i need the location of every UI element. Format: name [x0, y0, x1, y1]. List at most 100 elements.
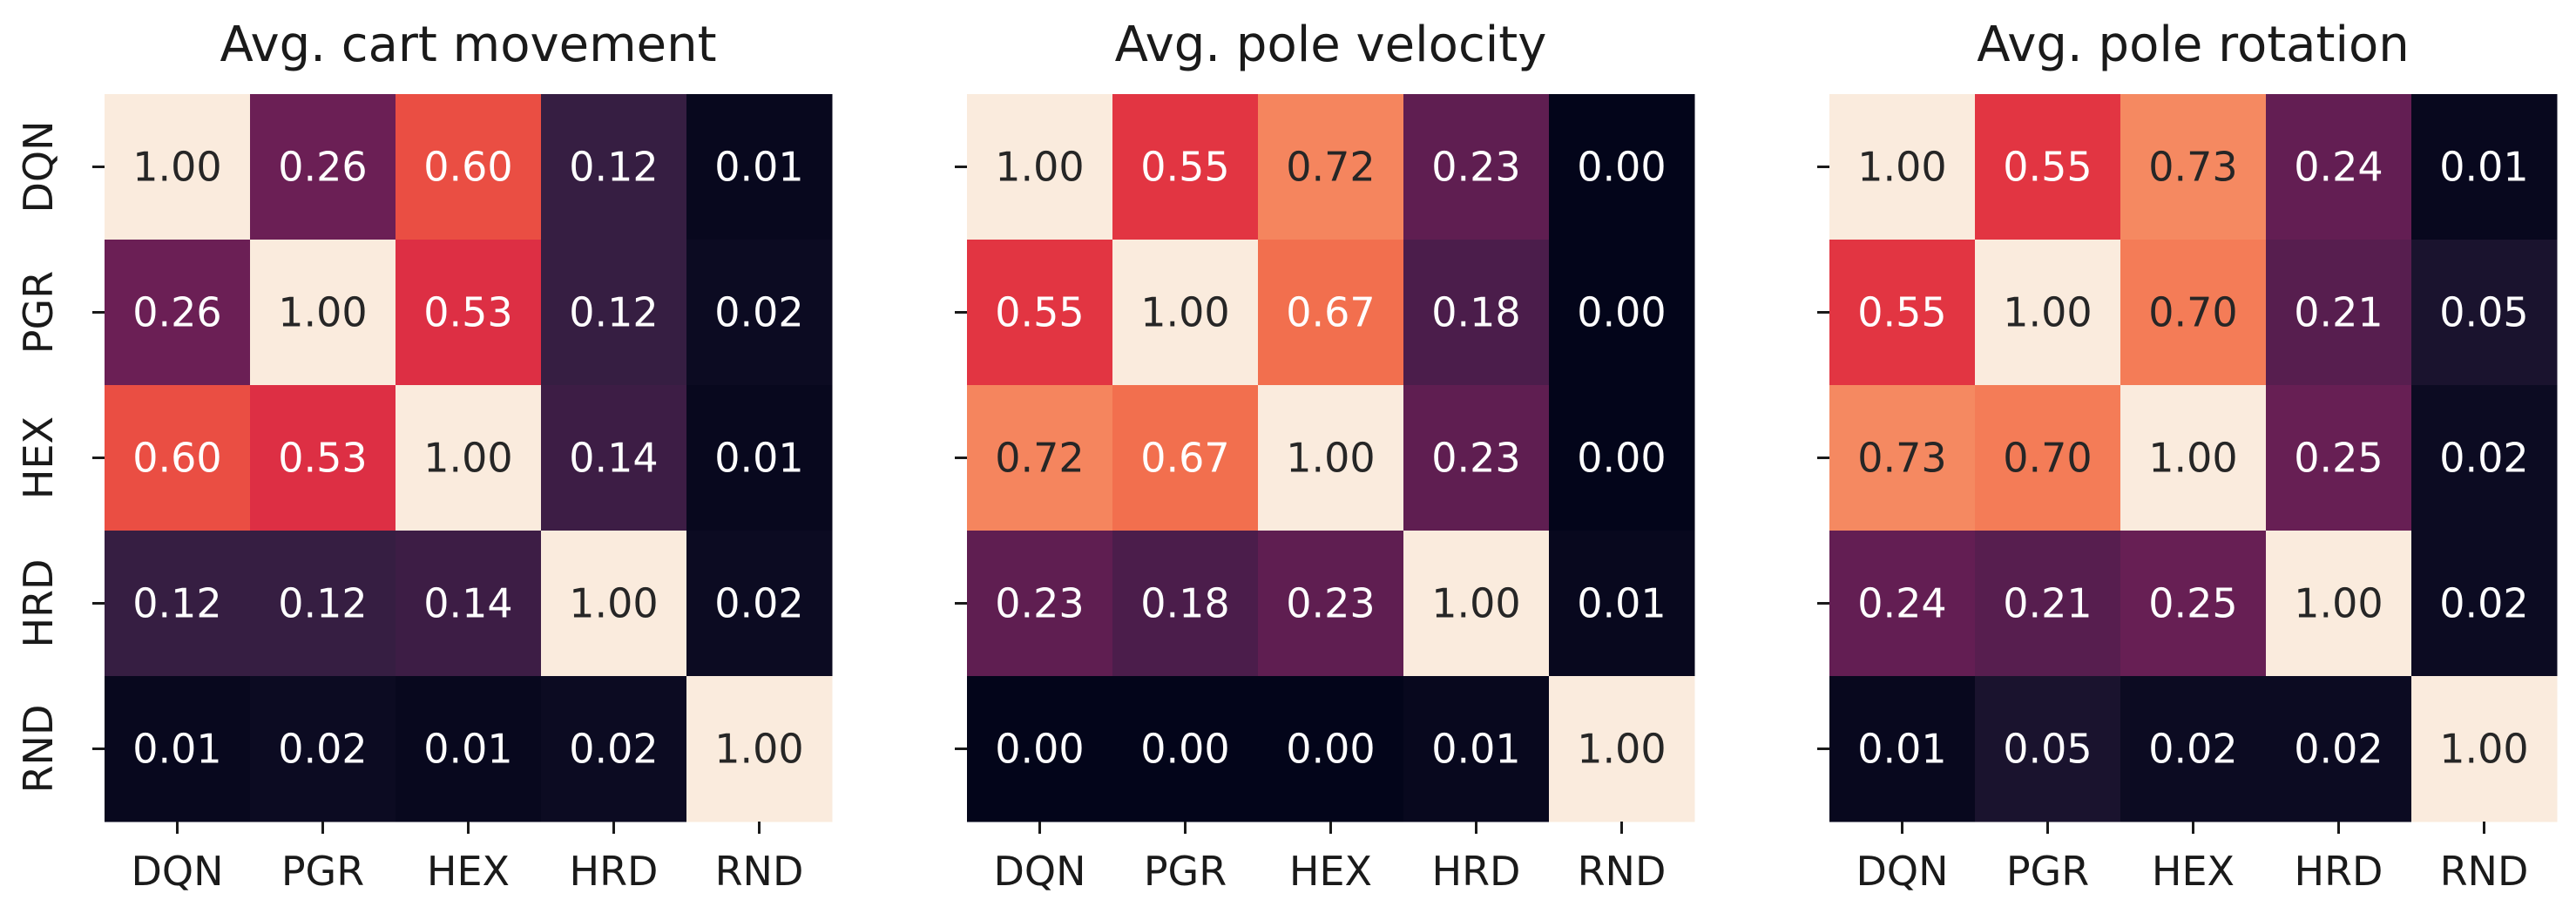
- cell-value-label: 1.00: [995, 144, 1084, 191]
- x-tick-label: DQN: [993, 848, 1085, 895]
- heatmap-cell: [1549, 385, 1695, 531]
- heatmap-cell: [396, 676, 542, 822]
- x-tick-label: RND: [715, 848, 804, 895]
- heatmap-cell: [541, 94, 687, 240]
- heatmap-cell: [1549, 240, 1695, 386]
- heatmap-cell: [1258, 676, 1404, 822]
- heatmap-cell: [541, 531, 687, 677]
- heatmap-cell: [1258, 94, 1404, 240]
- heatmap-cell: [105, 385, 251, 531]
- cell-value-label: 0.12: [569, 289, 658, 336]
- x-tick-label: RND: [2440, 848, 2529, 895]
- cell-value-label: 0.02: [569, 726, 658, 773]
- x-tick-label: PGR: [1144, 848, 1227, 895]
- cell-value-label: 0.21: [2294, 289, 2383, 336]
- heatmap-cell: [105, 676, 251, 822]
- cell-value-label: 0.21: [2003, 580, 2092, 627]
- heatmap-cell: [967, 94, 1113, 240]
- heatmap-cell: [1112, 531, 1259, 677]
- heatmap-cell: [1112, 385, 1259, 531]
- cell-value-label: 0.02: [2294, 726, 2383, 773]
- cell-value-label: 1.00: [1431, 580, 1520, 627]
- cell-value-label: 0.55: [2003, 144, 2092, 191]
- cell-value-label: 0.00: [1577, 289, 1666, 336]
- cell-value-label: 0.60: [423, 144, 512, 191]
- heatmap-cell: [1403, 94, 1550, 240]
- x-tick-label: HRD: [1432, 848, 1521, 895]
- heatmap-cell: [105, 531, 251, 677]
- heatmap-cell: [1829, 531, 1976, 677]
- cell-value-label: 0.70: [2148, 289, 2237, 336]
- cell-value-label: 0.01: [714, 435, 803, 482]
- cell-value-label: 0.01: [132, 726, 221, 773]
- heatmap-cell: [2120, 676, 2267, 822]
- x-tick-label: PGR: [281, 848, 364, 895]
- x-tick-label: PGR: [2006, 848, 2089, 895]
- cell-value-label: 1.00: [714, 726, 803, 773]
- heatmap-cell: [967, 676, 1113, 822]
- cell-value-label: 0.73: [1857, 435, 1946, 482]
- chart-title: Avg. pole velocity: [1115, 17, 1547, 73]
- cell-value-label: 1.00: [2148, 435, 2237, 482]
- cell-value-label: 0.01: [1577, 580, 1666, 627]
- cell-value-label: 0.60: [132, 435, 221, 482]
- cell-value-label: 0.12: [278, 580, 367, 627]
- heatmap-cell: [686, 531, 833, 677]
- cell-value-label: 0.67: [1286, 289, 1375, 336]
- x-tick-label: HRD: [570, 848, 659, 895]
- cell-value-label: 0.01: [1431, 726, 1520, 773]
- heatmap-cell: [1829, 94, 1976, 240]
- cell-value-label: 1.00: [278, 289, 367, 336]
- heatmap-cell: [1258, 385, 1404, 531]
- cell-value-label: 0.01: [714, 144, 803, 191]
- heatmap-cell: [1112, 676, 1259, 822]
- cell-value-label: 1.00: [1286, 435, 1375, 482]
- heatmap-cell: [396, 94, 542, 240]
- heatmap-cell: [1549, 676, 1695, 822]
- cell-value-label: 0.24: [2294, 144, 2383, 191]
- heatmap-cell: [2266, 531, 2412, 677]
- x-tick-label: RND: [1578, 848, 1667, 895]
- x-tick-label: HEX: [1289, 848, 1372, 895]
- cell-value-label: 0.01: [1857, 726, 1946, 773]
- cell-value-label: 0.23: [1431, 144, 1520, 191]
- cell-value-label: 0.05: [2439, 289, 2528, 336]
- heatmap-cell: [541, 385, 687, 531]
- cell-value-label: 1.00: [132, 144, 221, 191]
- cell-value-label: 0.02: [278, 726, 367, 773]
- cell-value-label: 0.00: [995, 726, 1084, 773]
- cell-value-label: 0.00: [1577, 144, 1666, 191]
- cell-value-label: 0.00: [1286, 726, 1375, 773]
- cell-value-label: 1.00: [423, 435, 512, 482]
- heatmap-cell: [2120, 531, 2267, 677]
- y-tick-label: RND: [15, 705, 62, 794]
- cell-value-label: 0.02: [714, 289, 803, 336]
- cell-value-label: 0.26: [132, 289, 221, 336]
- heatmap-cell: [396, 531, 542, 677]
- cell-value-label: 0.01: [2439, 144, 2528, 191]
- heatmap-cell: [1549, 94, 1695, 240]
- cell-value-label: 0.24: [1857, 580, 1946, 627]
- heatmap-cell: [1403, 385, 1550, 531]
- cell-value-label: 1.00: [1140, 289, 1229, 336]
- heatmap-cell: [1829, 240, 1976, 386]
- heatmap-cell: [105, 240, 251, 386]
- cell-value-label: 0.55: [1140, 144, 1229, 191]
- cell-value-label: 0.01: [423, 726, 512, 773]
- cell-value-label: 0.72: [1286, 144, 1375, 191]
- heatmap-cell: [1112, 240, 1259, 386]
- heatmap-cell: [1975, 531, 2121, 677]
- cell-value-label: 0.05: [2003, 726, 2092, 773]
- y-tick-label: HEX: [15, 416, 62, 499]
- heatmap-cell: [1549, 531, 1695, 677]
- heatmap-cell: [396, 240, 542, 386]
- cell-value-label: 0.23: [1431, 435, 1520, 482]
- heatmap-cell: [1829, 676, 1976, 822]
- heatmap-cell: [1258, 240, 1404, 386]
- heatmap-cell: [2411, 385, 2558, 531]
- x-tick-label: HRD: [2295, 848, 2383, 895]
- heatmap-cell: [1403, 676, 1550, 822]
- heatmap-cell: [2120, 385, 2267, 531]
- heatmap-cell: [1975, 676, 2121, 822]
- heatmap-cell: [2411, 531, 2558, 677]
